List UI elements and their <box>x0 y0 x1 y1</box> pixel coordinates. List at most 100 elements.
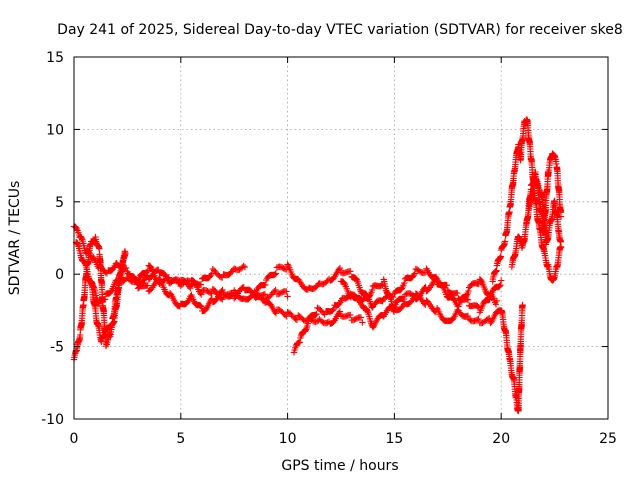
data-point <box>498 238 509 254</box>
data-point <box>549 263 560 284</box>
data-point <box>231 284 247 302</box>
data-point <box>369 281 386 290</box>
data-point <box>98 331 109 342</box>
data-point <box>102 321 115 333</box>
data-point <box>113 267 124 299</box>
data-point <box>273 288 290 298</box>
data-point <box>134 267 152 285</box>
series-track-e <box>134 262 366 327</box>
y-tick-label: 0 <box>55 267 64 283</box>
data-point <box>316 316 333 327</box>
data-point <box>96 251 106 306</box>
data-point <box>327 308 344 327</box>
data-point <box>105 260 119 274</box>
data-point <box>252 293 269 306</box>
data-point <box>290 339 303 356</box>
series-track-d <box>87 248 129 345</box>
x-tick-label: 15 <box>385 431 403 447</box>
data-point <box>412 283 429 303</box>
data-point <box>380 276 398 315</box>
data-point <box>444 287 461 297</box>
data-point <box>314 304 328 318</box>
data-point <box>359 286 376 304</box>
data-point <box>220 289 237 298</box>
data-point <box>466 315 482 325</box>
x-axis-label: GPS time / hours <box>281 458 398 474</box>
data-point <box>555 228 564 245</box>
data-point <box>553 243 564 271</box>
data-point <box>517 136 526 164</box>
data-point <box>401 270 418 282</box>
data-point <box>423 265 440 281</box>
data-point <box>433 280 451 300</box>
data-point <box>466 280 482 291</box>
data-point <box>476 276 493 299</box>
data-point <box>273 306 290 320</box>
data-point <box>102 277 120 298</box>
data-point <box>359 302 376 330</box>
data-point <box>348 273 365 297</box>
data-points <box>70 116 565 415</box>
data-point <box>145 262 162 286</box>
data-point <box>557 213 565 220</box>
y-tick-label: -10 <box>41 412 64 428</box>
data-point <box>337 268 354 277</box>
data-point <box>337 311 354 320</box>
data-point <box>72 239 88 265</box>
y-axis-ticks: -10 -5 0 5 10 15 <box>41 50 608 428</box>
data-point <box>519 219 530 249</box>
data-point <box>327 264 344 284</box>
data-point <box>102 330 113 350</box>
series-track-l <box>525 175 565 251</box>
series-track-h <box>337 276 501 315</box>
data-point <box>263 270 280 284</box>
data-point <box>252 281 269 297</box>
data-point <box>199 270 216 282</box>
data-point <box>476 315 493 327</box>
data-point <box>498 277 505 284</box>
data-point <box>188 291 205 310</box>
data-point <box>498 307 509 334</box>
x-tick-label: 10 <box>279 431 297 447</box>
data-point <box>506 355 517 383</box>
series-track-j <box>498 301 526 415</box>
data-point <box>209 265 226 281</box>
data-point <box>241 263 249 271</box>
data-point <box>369 297 386 310</box>
data-point <box>412 265 429 276</box>
data-point <box>209 286 226 306</box>
x-tick-label: 25 <box>599 431 617 447</box>
data-point <box>515 345 524 415</box>
chart-title: Day 241 of 2025, Sidereal Day-to-day VTE… <box>57 22 623 38</box>
data-point <box>519 301 526 309</box>
data-point <box>263 286 279 302</box>
series-track-f <box>252 261 505 316</box>
data-point <box>87 279 101 328</box>
series-track-b <box>72 239 291 308</box>
data-point <box>70 347 80 363</box>
y-axis-label: SDTVAR / TECUs <box>7 181 23 296</box>
data-point <box>502 208 513 239</box>
data-point <box>305 310 320 322</box>
data-point <box>273 263 290 273</box>
data-point <box>493 253 504 269</box>
data-point <box>455 287 472 310</box>
data-point <box>502 327 513 362</box>
data-point <box>523 116 535 163</box>
data-point <box>80 265 90 304</box>
data-point <box>92 233 103 252</box>
data-point <box>188 277 205 298</box>
data-point <box>177 293 194 308</box>
data-point <box>549 150 560 168</box>
data-point <box>553 164 565 216</box>
data-point <box>466 302 482 311</box>
data-point <box>517 302 526 351</box>
data-point <box>284 293 291 300</box>
data-point <box>551 197 562 236</box>
data-point <box>122 251 129 258</box>
data-point <box>506 170 518 211</box>
y-tick-label: -5 <box>50 340 64 356</box>
data-point <box>77 301 87 333</box>
data-point <box>359 319 366 326</box>
data-point <box>489 267 500 285</box>
